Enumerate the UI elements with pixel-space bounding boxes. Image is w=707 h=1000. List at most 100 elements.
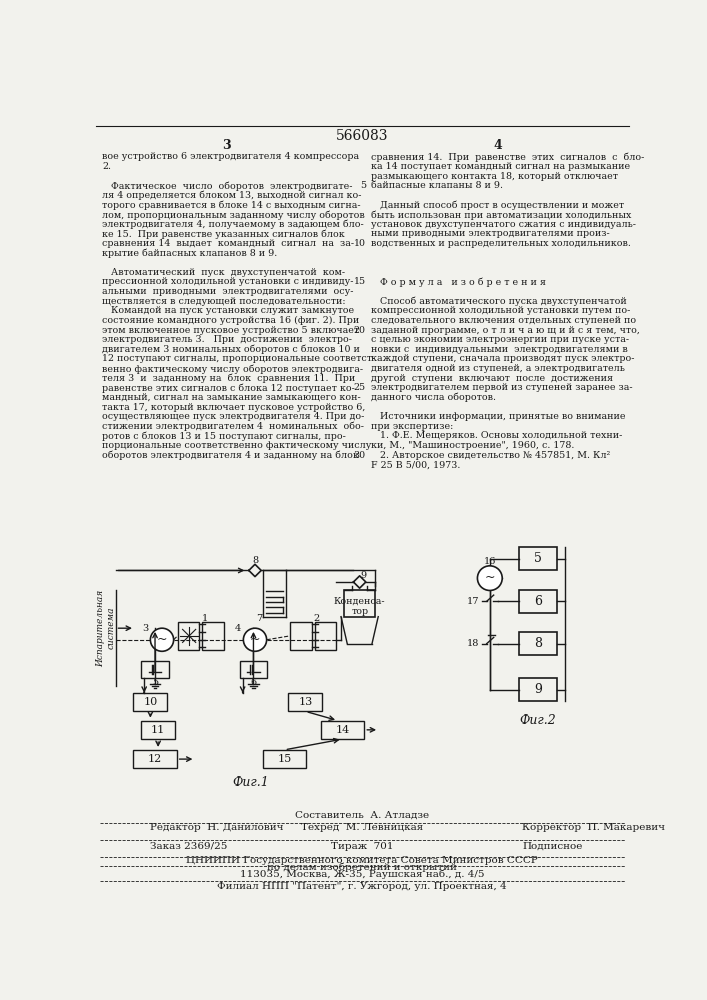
Text: осуществляющее пуск электродвигателя 4. При до-: осуществляющее пуск электродвигателя 4. … [103,412,365,421]
Text: порциональные соответственно фактическому числу: порциональные соответственно фактическом… [103,441,372,450]
Text: Тираж  701: Тираж 701 [331,842,393,851]
Text: 25: 25 [354,383,366,392]
Circle shape [477,566,502,590]
Text: водственных и распределительных холодильников.: водственных и распределительных холодиль… [371,239,631,248]
Text: 2.: 2. [103,162,111,171]
Bar [315,622,337,650]
Bar [518,547,557,570]
Text: 4: 4 [235,624,241,633]
Text: двигателя одной из ступеней, а электродвигатель: двигателя одной из ступеней, а электродв… [371,364,625,373]
Bar [290,622,312,650]
Bar [177,622,199,650]
Text: 2: 2 [314,614,320,623]
Text: ки, М., "Машиностроение", 1960, с. 178.: ки, М., "Машиностроение", 1960, с. 178. [371,441,575,450]
Text: ке 15.  При равенстве указанных сигналов блок: ке 15. При равенстве указанных сигналов … [103,229,345,239]
Text: 1: 1 [201,614,208,623]
Text: ля 4 определяется блоком 13, выходной сигнал ко-: ля 4 определяется блоком 13, выходной си… [103,191,362,200]
Bar [518,632,557,655]
Text: 1. Ф.Е. Мещеряков. Основы холодильной техни-: 1. Ф.Е. Мещеряков. Основы холодильной те… [371,431,623,440]
Text: данного числа оборотов.: данного числа оборотов. [371,393,496,402]
Text: двигателем 3 номинальных оборотов с блоков 10 и: двигателем 3 номинальных оборотов с блок… [103,345,360,354]
Text: 566083: 566083 [336,129,388,143]
Text: 9: 9 [534,683,542,696]
Text: F 25 B 5/00, 1973.: F 25 B 5/00, 1973. [371,460,461,469]
Bar [518,590,557,613]
Text: оборотов электродвигателя 4 и заданному на блок: оборотов электродвигателя 4 и заданному … [103,451,359,460]
Text: теля 3  и  заданному на  блок  сравнения 11.  При: теля 3 и заданному на блок сравнения 11.… [103,374,356,383]
Text: вое устройство 6 электродвигателя 4 компрессора: вое устройство 6 электродвигателя 4 комп… [103,152,359,161]
Text: 6: 6 [250,678,257,687]
Text: 17: 17 [467,597,479,606]
Bar [288,693,322,711]
Text: мандный, сигнал на замыкание замыкающего кон-: мандный, сигнал на замыкание замыкающего… [103,393,361,402]
Text: 5: 5 [534,552,542,565]
Text: 5: 5 [360,181,366,190]
Text: 2. Авторское свидетельство № 457851, М. Кл²: 2. Авторское свидетельство № 457851, М. … [371,451,611,460]
Text: сравнения 14.  При  равенстве  этих  сигналов  с  бло-: сравнения 14. При равенстве этих сигнало… [371,152,645,162]
Text: 7: 7 [256,614,262,623]
Text: Испарительная
система: Испарительная система [95,590,115,667]
Text: 11: 11 [151,725,165,735]
Bar [134,693,168,711]
Text: сравнения 14  выдает  командный  сигнал  на  за-: сравнения 14 выдает командный сигнал на … [103,239,354,248]
Text: при экспертизе:: при экспертизе: [371,422,454,431]
Text: крытие байпасных клапанов 8 и 9.: крытие байпасных клапанов 8 и 9. [103,249,278,258]
Text: установок двухступенчатого сжатия с индивидуаль-: установок двухступенчатого сжатия с инди… [371,220,636,229]
Text: Ф о р м у л а   и з о б р е т е н и я: Ф о р м у л а и з о б р е т е н и я [371,277,547,287]
Text: 6: 6 [534,595,542,608]
Text: 113035, Москва, Ж-35, Раушская наб., д. 4/5: 113035, Москва, Ж-35, Раушская наб., д. … [240,870,484,879]
Text: электродвигателя 4, получаемому в задающем бло-: электродвигателя 4, получаемому в задающ… [103,220,364,229]
Text: 30: 30 [354,451,366,460]
Text: лом, пропорциональным заданному числу оборотов: лом, пропорциональным заданному числу об… [103,210,365,220]
Text: ными приводными электродвигателями произ-: ными приводными электродвигателями произ… [371,229,610,238]
Bar [263,750,306,768]
Text: Данный способ прост в осуществлении и может: Данный способ прост в осуществлении и мо… [371,200,624,210]
Text: Командой на пуск установки служит замкнутое: Командой на пуск установки служит замкну… [103,306,354,315]
Text: новки с  индивидуальными  электродвигателями в: новки с индивидуальными электродвигателя… [371,345,628,354]
Text: байпасные клапаны 8 и 9.: байпасные клапаны 8 и 9. [371,181,503,190]
Text: ~: ~ [484,571,495,584]
Text: размыкающего контакта 18, который отключает: размыкающего контакта 18, который отключ… [371,172,618,181]
Text: Фиг.1: Фиг.1 [233,776,269,789]
Text: Фиг.2: Фиг.2 [520,714,556,727]
Text: 15: 15 [277,754,291,764]
Text: ЦНИИПИ Государственного комитета Совета Министров СССР: ЦНИИПИ Государственного комитета Совета … [186,856,538,865]
Circle shape [243,628,267,651]
Text: Подписное: Подписное [522,842,583,851]
Bar [518,678,557,701]
Text: Составитель  А. Атладзе: Составитель А. Атладзе [295,811,429,820]
Text: равенстве этих сигналов с блока 12 поступает ко-: равенстве этих сигналов с блока 12 посту… [103,383,355,393]
Text: 18: 18 [467,639,479,648]
Bar [134,750,177,768]
Text: быть использован при автоматизации холодильных: быть использован при автоматизации холод… [371,210,631,220]
Text: Автоматический  пуск  двухступенчатой  ком-: Автоматический пуск двухступенчатой ком- [103,268,346,277]
Text: другой  ступени  включают  после  достижения: другой ступени включают после достижения [371,374,614,383]
Text: 9: 9 [361,571,366,580]
Bar [141,661,169,678]
Text: прессионной холодильной установки с индивиду-: прессионной холодильной установки с инди… [103,277,354,286]
Bar [240,661,267,678]
Text: 13: 13 [298,697,312,707]
Text: 5: 5 [152,678,158,687]
Text: 15: 15 [354,277,366,286]
Bar [321,721,364,739]
Circle shape [151,628,174,651]
Text: компрессионной холодильной установки путем по-: компрессионной холодильной установки пут… [371,306,631,315]
Text: Заказ 2369/25: Заказ 2369/25 [151,842,228,851]
Text: 3: 3 [142,624,148,633]
Text: альными  приводными  электродвигателями  осу-: альными приводными электродвигателями ос… [103,287,354,296]
Text: 20: 20 [354,326,366,335]
Text: венно фактическому числу оборотов электродвига-: венно фактическому числу оборотов электр… [103,364,363,374]
Text: каждой ступени, сначала производят пуск электро-: каждой ступени, сначала производят пуск … [371,354,635,363]
Bar [141,721,175,739]
Text: с целью экономии электроэнергии при пуске уста-: с целью экономии электроэнергии при пуск… [371,335,629,344]
Text: 12: 12 [148,754,162,764]
Text: электродвигателем первой из ступеней заранее за-: электродвигателем первой из ступеней зар… [371,383,633,392]
Text: 10: 10 [144,697,158,707]
Text: Конденса-
тор: Конденса- тор [334,597,385,616]
Bar [202,622,224,650]
Text: 8: 8 [534,637,542,650]
Text: по делам изобретений и открытий: по делам изобретений и открытий [267,863,457,872]
Text: торого сравнивается в блоке 14 с выходным сигна-: торого сравнивается в блоке 14 с выходны… [103,200,361,210]
Text: такта 17, который включает пусковое устройство 6,: такта 17, который включает пусковое устр… [103,403,366,412]
